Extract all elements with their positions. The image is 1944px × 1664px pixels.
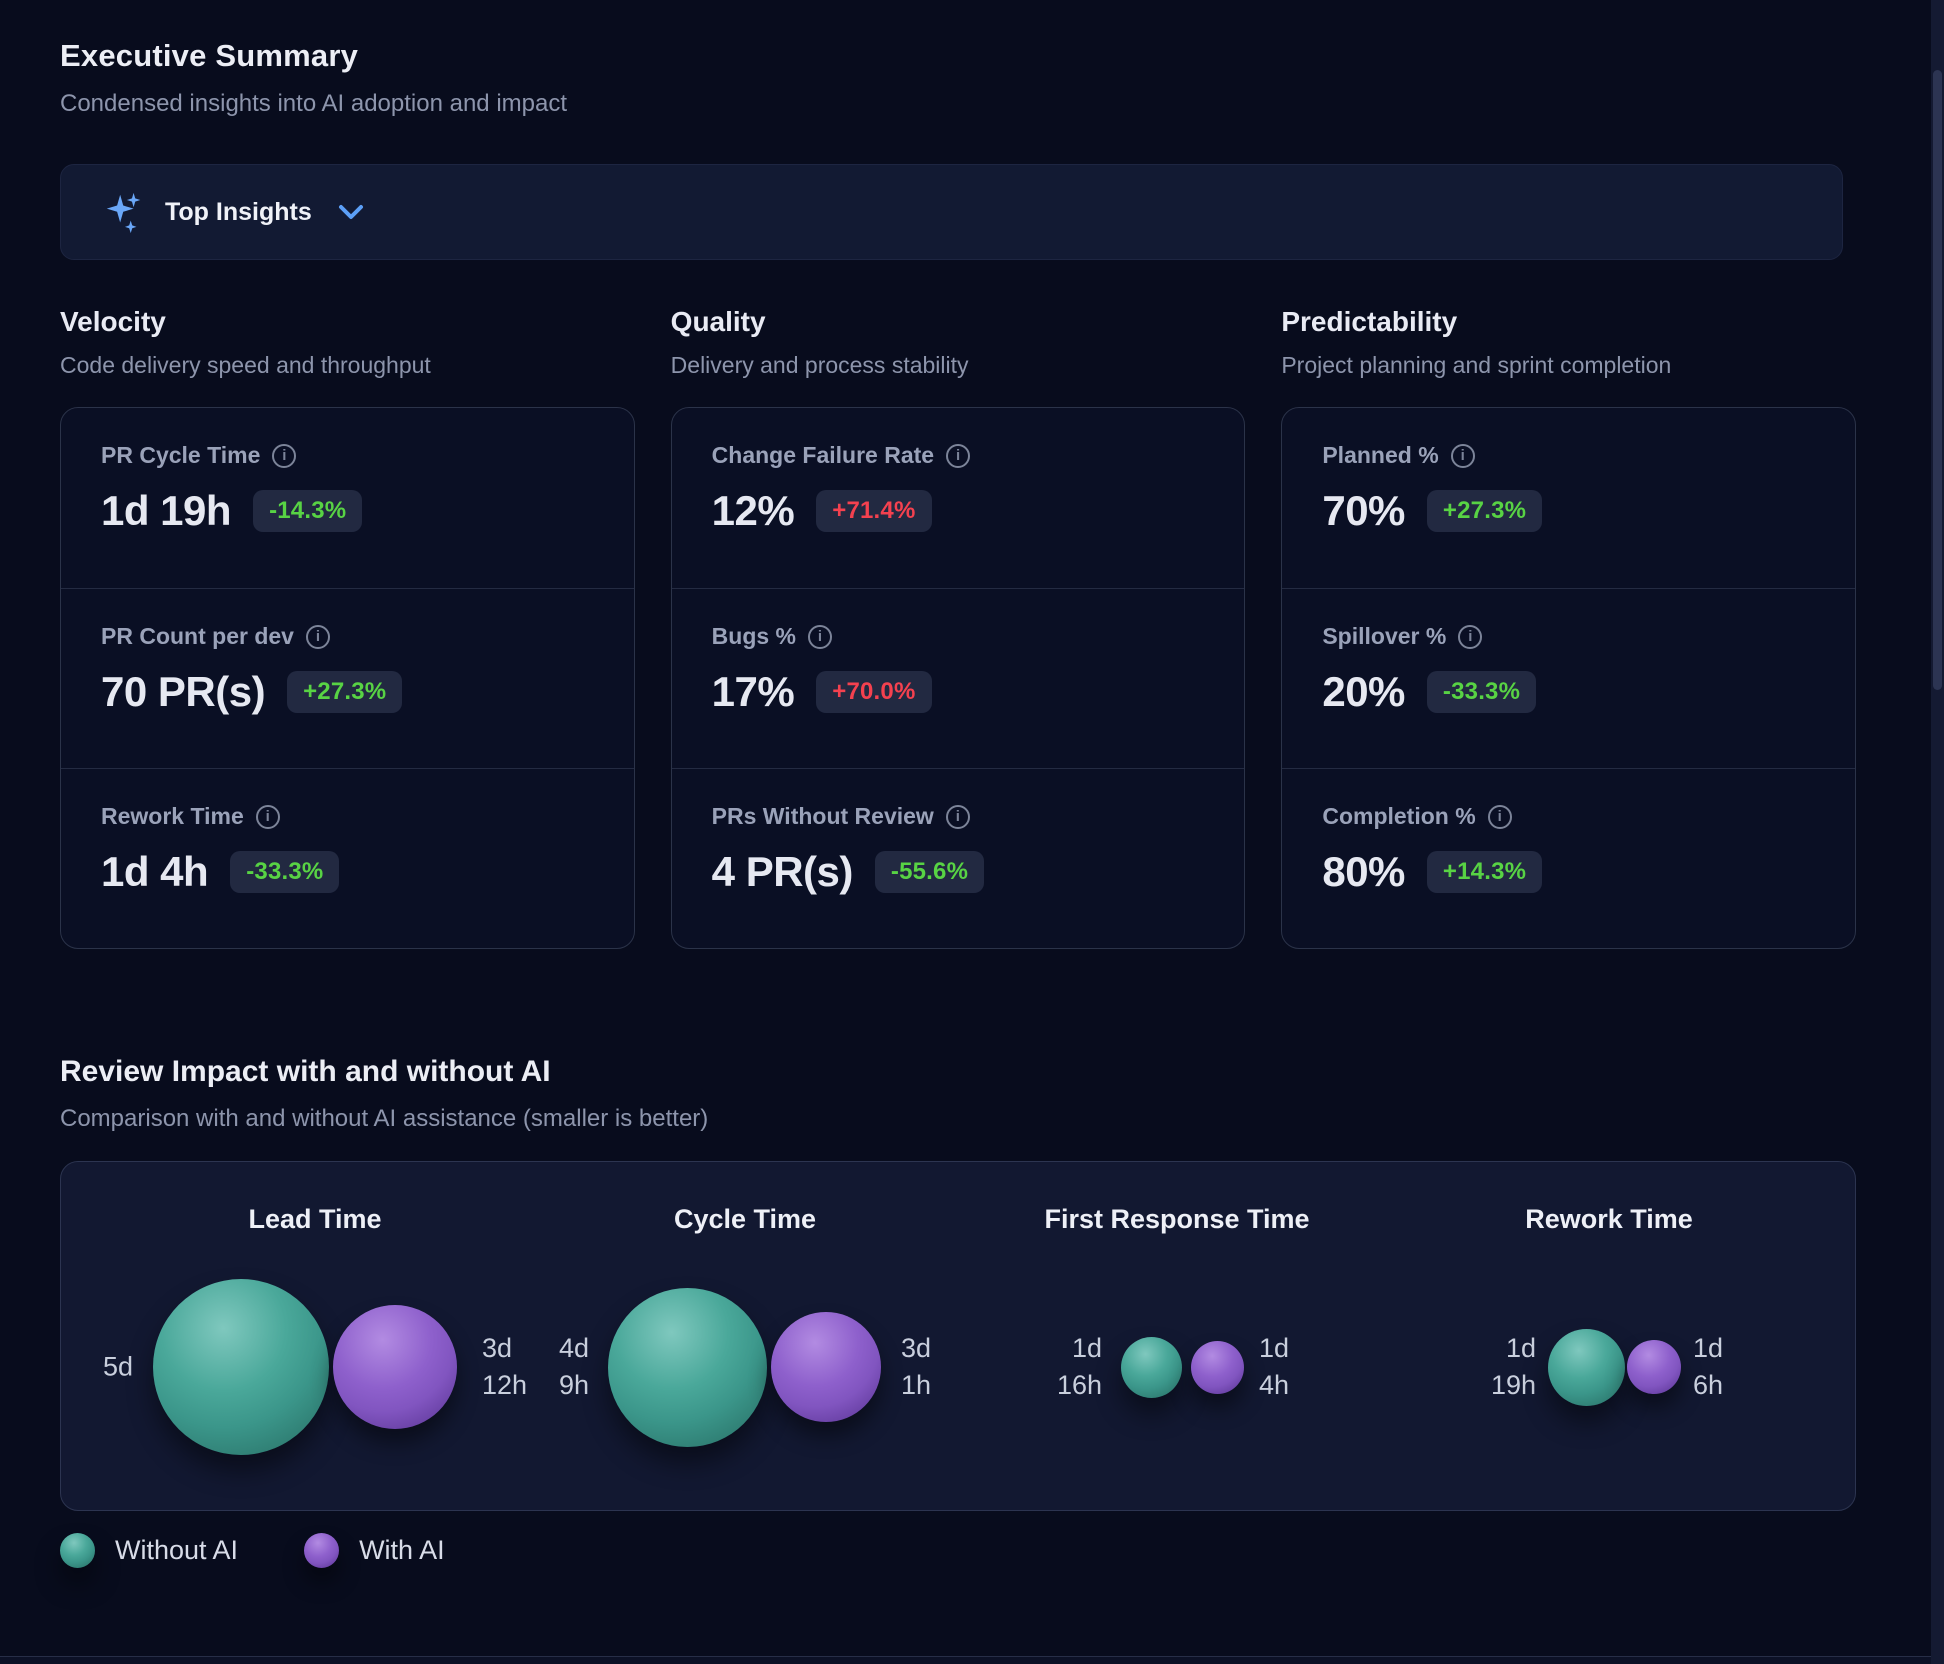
info-icon[interactable]: i bbox=[1450, 443, 1475, 468]
chart-group-title-lead-time: Lead Time bbox=[248, 1204, 382, 1234]
column-subtitle: Delivery and process stability bbox=[670, 352, 969, 378]
info-icon[interactable]: i bbox=[946, 443, 971, 468]
metric-value: 17% bbox=[711, 668, 795, 715]
with-ai-bubble-rework-time bbox=[1627, 1340, 1681, 1394]
next-section-edge bbox=[0, 1657, 1944, 1664]
without-ai-value-label: 1d 19h bbox=[1490, 1333, 1536, 1400]
scrollbar-thumb[interactable] bbox=[1933, 70, 1942, 690]
metric-label: PR Count per dev bbox=[101, 623, 294, 649]
delta-badge: -33.3% bbox=[1426, 671, 1537, 713]
delta-badge: -14.3% bbox=[253, 490, 363, 532]
info-icon[interactable]: i bbox=[1458, 624, 1483, 649]
metric-row-change-failure-rate: Change Failure Rate i 12% +71.4% bbox=[672, 408, 1245, 588]
column-title: Velocity bbox=[60, 306, 166, 337]
legend-label: Without AI bbox=[115, 1535, 239, 1565]
sparkles-icon bbox=[106, 192, 141, 234]
delta-badge: +71.4% bbox=[816, 490, 932, 532]
info-icon[interactable]: i bbox=[945, 804, 970, 829]
metric-row-rework-time: Rework Time i 1d 4h -33.3% bbox=[61, 768, 634, 948]
metric-label: Change Failure Rate bbox=[711, 442, 935, 468]
without-ai-bubble-rework-time bbox=[1548, 1329, 1625, 1406]
delta-badge: +27.3% bbox=[1426, 490, 1543, 532]
chart-group-title-first-response-time: First Response Time bbox=[1044, 1204, 1310, 1234]
metric-label: Rework Time bbox=[101, 803, 244, 829]
with-ai-bubble-first-response-time bbox=[1191, 1341, 1244, 1394]
metric-value: 70% bbox=[1322, 487, 1405, 534]
chevron-down-icon[interactable] bbox=[338, 204, 364, 220]
delta-badge: -33.3% bbox=[230, 851, 340, 893]
info-icon[interactable]: i bbox=[1487, 804, 1512, 829]
top-insights-expander[interactable]: Top Insights bbox=[60, 164, 1843, 260]
delta-badge: +27.3% bbox=[287, 671, 403, 713]
metric-value: 70 PR(s) bbox=[101, 668, 266, 715]
metric-row-planned-pct: Planned % i 70% +27.3% bbox=[1282, 408, 1855, 588]
with-ai-value-label: 1d 4h bbox=[1259, 1333, 1290, 1400]
delta-badge: -55.6% bbox=[874, 851, 985, 893]
quality-metric-card: Change Failure Rate i 12% +71.4% Bugs % … bbox=[670, 407, 1246, 949]
section-divider bbox=[0, 1656, 1944, 1657]
without-ai-bubble-lead-time bbox=[153, 1279, 329, 1455]
scrollbar-track[interactable] bbox=[1931, 0, 1944, 1664]
without-ai-bubble-first-response-time bbox=[1121, 1337, 1182, 1398]
review-impact-title: Review Impact with and without AI bbox=[60, 1055, 551, 1088]
legend-label: With AI bbox=[359, 1535, 445, 1565]
metric-row-pr-count-per-dev: PR Count per dev i 70 PR(s) +27.3% bbox=[61, 588, 634, 768]
info-icon[interactable]: i bbox=[808, 624, 833, 649]
metric-value: 1d 19h bbox=[101, 487, 232, 534]
info-icon[interactable]: i bbox=[305, 624, 330, 649]
info-icon[interactable]: i bbox=[255, 804, 280, 829]
with-ai-bubble-lead-time bbox=[333, 1305, 457, 1429]
chart-group-title-rework-time: Rework Time bbox=[1525, 1204, 1693, 1234]
page-subtitle: Condensed insights into AI adoption and … bbox=[60, 90, 568, 117]
column-subtitle: Code delivery speed and throughput bbox=[60, 352, 431, 378]
delta-badge: +14.3% bbox=[1426, 851, 1543, 893]
metric-row-completion-pct: Completion % i 80% +14.3% bbox=[1282, 768, 1856, 948]
metric-value: 80% bbox=[1322, 848, 1405, 895]
column-predictability: Predictability Project planning and spri… bbox=[1281, 306, 1857, 949]
metric-value: 20% bbox=[1322, 668, 1405, 715]
chart-group-title-cycle-time: Cycle Time bbox=[673, 1204, 817, 1234]
with-ai-value-label: 3d 1h bbox=[901, 1333, 932, 1400]
column-velocity: Velocity Code delivery speed and through… bbox=[60, 306, 635, 949]
with-ai-legend-dot bbox=[304, 1533, 340, 1568]
review-impact-subtitle: Comparison with and without AI assistanc… bbox=[60, 1105, 709, 1132]
legend-item-with-ai: With AI bbox=[304, 1533, 445, 1568]
metric-value: 4 PR(s) bbox=[711, 848, 854, 895]
metric-label: PRs Without Review bbox=[711, 803, 934, 829]
column-title: Predictability bbox=[1281, 306, 1458, 337]
velocity-metric-card: PR Cycle Time i 1d 19h -14.3% PR Count p… bbox=[60, 407, 635, 949]
predictability-metric-card: Planned % i 70% +27.3% Spillover % i 20% bbox=[1281, 407, 1857, 949]
info-icon[interactable]: i bbox=[272, 443, 297, 468]
column-title: Quality bbox=[670, 306, 766, 337]
page-title: Executive Summary bbox=[60, 38, 359, 73]
chart-legend: Without AI With AI bbox=[60, 1533, 1856, 1568]
executive-summary-page: Executive Summary Condensed insights int… bbox=[60, 0, 1857, 1568]
metric-label: Bugs % bbox=[711, 623, 797, 649]
with-ai-value-label: 3d 12h bbox=[482, 1333, 528, 1400]
metric-columns: Velocity Code delivery speed and through… bbox=[60, 306, 1857, 949]
without-ai-legend-dot bbox=[60, 1533, 95, 1568]
metric-row-prs-without-review: PRs Without Review i 4 PR(s) -55.6% bbox=[671, 768, 1245, 948]
delta-badge: +70.0% bbox=[816, 671, 932, 713]
with-ai-bubble-cycle-time bbox=[771, 1312, 881, 1422]
metric-label: Spillover % bbox=[1322, 623, 1447, 649]
metric-label: Completion % bbox=[1322, 803, 1476, 829]
metric-value: 1d 4h bbox=[101, 848, 209, 895]
review-impact-chart-panel: Lead Time Cycle Time First Response Time… bbox=[60, 1161, 1856, 1511]
metric-value: 12% bbox=[711, 487, 795, 534]
legend-item-without-ai: Without AI bbox=[60, 1533, 238, 1568]
column-subtitle: Project planning and sprint completion bbox=[1281, 352, 1672, 378]
without-ai-value-label: 1d 16h bbox=[1056, 1333, 1102, 1400]
without-ai-bubble-cycle-time bbox=[608, 1288, 767, 1447]
metric-row-pr-cycle-time: PR Cycle Time i 1d 19h -14.3% bbox=[61, 408, 634, 588]
with-ai-value-label: 1d 6h bbox=[1693, 1333, 1724, 1400]
metric-row-bugs-pct: Bugs % i 17% +70.0% bbox=[671, 588, 1245, 768]
metric-label: PR Cycle Time bbox=[101, 442, 261, 468]
metric-row-spillover-pct: Spillover % i 20% -33.3% bbox=[1282, 588, 1856, 768]
without-ai-value-label: 4d 9h bbox=[558, 1333, 589, 1400]
column-quality: Quality Delivery and process stability C… bbox=[670, 306, 1246, 949]
top-insights-label: Top Insights bbox=[165, 197, 312, 226]
metric-label: Planned % bbox=[1322, 442, 1439, 468]
without-ai-value-label: 5d bbox=[102, 1351, 133, 1382]
